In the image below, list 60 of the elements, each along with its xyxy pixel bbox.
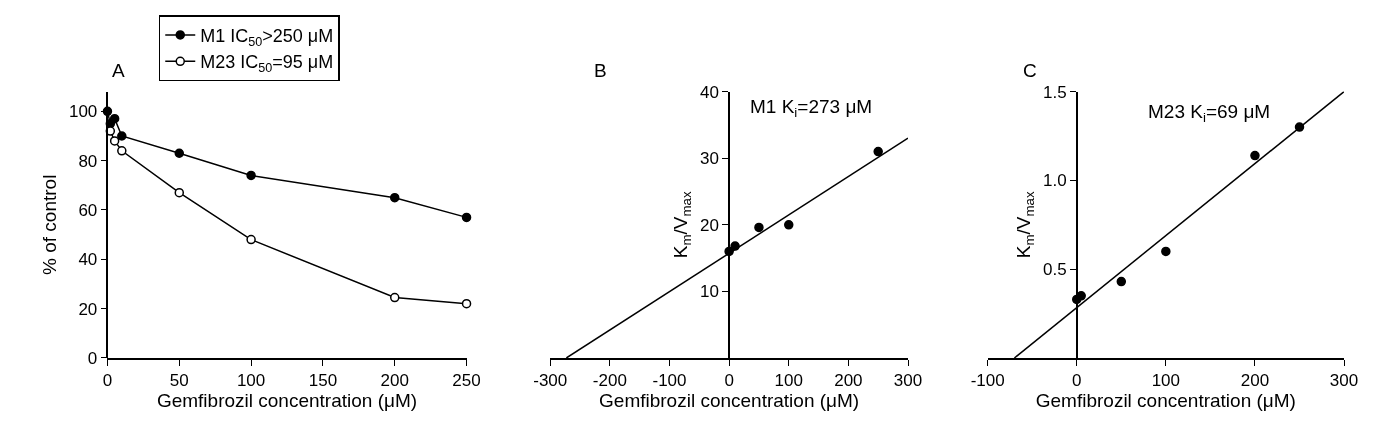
point xyxy=(389,292,400,303)
point xyxy=(109,113,120,124)
x-tick-label: -200 xyxy=(592,371,627,391)
x-tick-label: 200 xyxy=(1240,371,1270,391)
x-axis-title: Gemfibrozil concentration (μM) xyxy=(1035,390,1296,412)
y-tick-label: 30 xyxy=(700,149,719,169)
point xyxy=(117,146,127,156)
point xyxy=(109,136,120,146)
point xyxy=(873,146,883,157)
point xyxy=(1250,150,1260,161)
chart-title: A xyxy=(112,60,125,81)
x-tick-label: -100 xyxy=(970,371,1005,391)
point xyxy=(461,298,472,309)
point xyxy=(389,192,400,203)
x-tick-label: 100 xyxy=(1151,371,1181,391)
annotation: M23 K$_{i}$=69 μM xyxy=(1148,101,1271,125)
x-tick-label: 100 xyxy=(236,371,266,391)
point xyxy=(784,220,794,230)
chart-title: C xyxy=(1023,60,1037,81)
x-axis-title: Gemfibrozil concentration (μM) xyxy=(599,390,860,412)
point xyxy=(1116,276,1127,287)
x-tick-label: 0 xyxy=(1072,371,1082,391)
point xyxy=(246,234,256,245)
point xyxy=(117,131,127,141)
y-tick-label: 20 xyxy=(78,299,98,319)
x-tick-label: -100 xyxy=(652,371,687,391)
x-tick-label: 100 xyxy=(774,371,803,391)
x-tick-label: 0 xyxy=(724,371,734,391)
x-tick-label: 200 xyxy=(380,371,409,391)
x-tick-label: 300 xyxy=(1329,371,1359,391)
x-tick-label: 250 xyxy=(452,371,481,391)
y-tick-label: 80 xyxy=(78,151,98,171)
y-axis-title: % of control xyxy=(39,174,61,275)
point xyxy=(754,222,764,233)
point xyxy=(246,170,256,181)
x-axis-title: Gemfibrozil concentration (μM) xyxy=(156,390,418,412)
point xyxy=(174,187,185,198)
y-tick-label: 1.0 xyxy=(1042,171,1067,191)
y-tick-label: 40 xyxy=(78,250,98,270)
x-tick-label: 200 xyxy=(834,371,863,391)
legend-label: M1 IC$_{50}$>250 μM xyxy=(200,25,334,49)
y-tick-label: 20 xyxy=(700,215,719,235)
x-tick-label: 0 xyxy=(102,371,113,391)
y-tick-label: 1.5 xyxy=(1042,82,1067,102)
x-tick-label: -300 xyxy=(533,371,568,391)
annotation: M1 K$_{i}$=273 μM xyxy=(750,96,873,120)
y-tick-label: 100 xyxy=(68,102,98,122)
y-tick-label: 10 xyxy=(700,282,719,302)
chart-title: B xyxy=(594,60,607,81)
y-tick-label: 0 xyxy=(87,348,98,368)
y-tick-label: 60 xyxy=(78,200,98,220)
x-tick-label: 150 xyxy=(308,371,338,391)
y-tick-label: 40 xyxy=(700,82,719,102)
point xyxy=(174,148,185,159)
x-tick-label: 50 xyxy=(169,371,189,391)
point xyxy=(461,212,472,223)
legend-label: M23 IC$_{50}$=95 μM xyxy=(200,52,334,76)
y-tick-label: 0.5 xyxy=(1042,260,1067,280)
x-tick-label: 300 xyxy=(893,371,923,391)
point xyxy=(1161,246,1171,257)
